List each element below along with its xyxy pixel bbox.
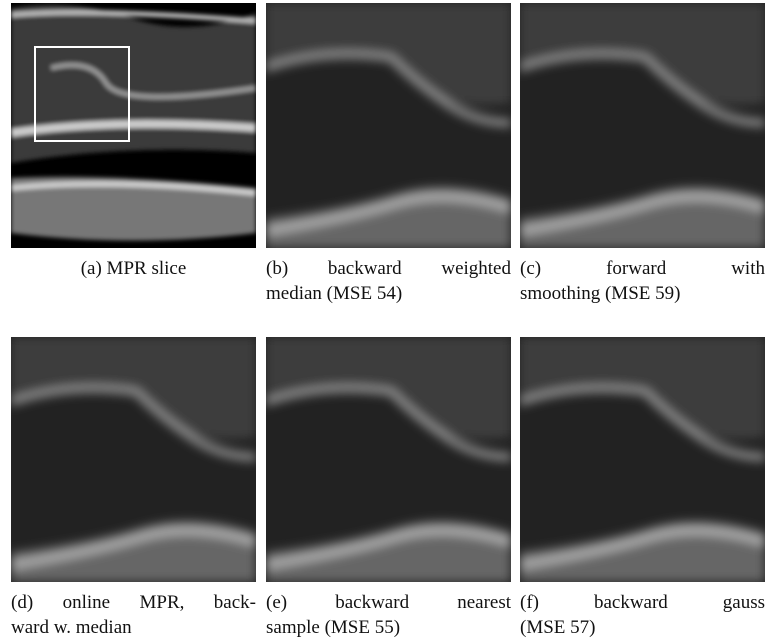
panel-image (266, 3, 511, 248)
caption-line: median (MSE 54) (266, 281, 511, 306)
caption-line: (b) backward weighted (266, 256, 511, 281)
panel-image (266, 337, 511, 582)
page: (a) MPR slice (b) backward weightedmedian… (0, 0, 767, 642)
caption-line: (c) forward with (520, 256, 765, 281)
caption-line: (d) online MPR, back- (11, 590, 256, 615)
caption: (d) online MPR, back-ward w. median (11, 590, 256, 640)
panel-image (11, 3, 256, 248)
caption: (a) MPR slice (11, 256, 256, 281)
caption-line: (a) MPR slice (11, 256, 256, 281)
caption-line: (f) backward gauss (520, 590, 765, 615)
caption-line: smoothing (MSE 59) (520, 281, 765, 306)
caption-line: ward w. median (11, 615, 256, 640)
caption-line: (MSE 57) (520, 615, 765, 640)
panel: (a) MPR slice (11, 3, 256, 281)
panel: (f) backward gauss(MSE 57) (520, 337, 765, 640)
caption-line: sample (MSE 55) (266, 615, 511, 640)
caption: (f) backward gauss(MSE 57) (520, 590, 765, 640)
caption-line: (e) backward nearest (266, 590, 511, 615)
panel-image (11, 337, 256, 582)
panel-image (520, 337, 765, 582)
panel: (d) online MPR, back-ward w. median (11, 337, 256, 640)
panel-image (520, 3, 765, 248)
